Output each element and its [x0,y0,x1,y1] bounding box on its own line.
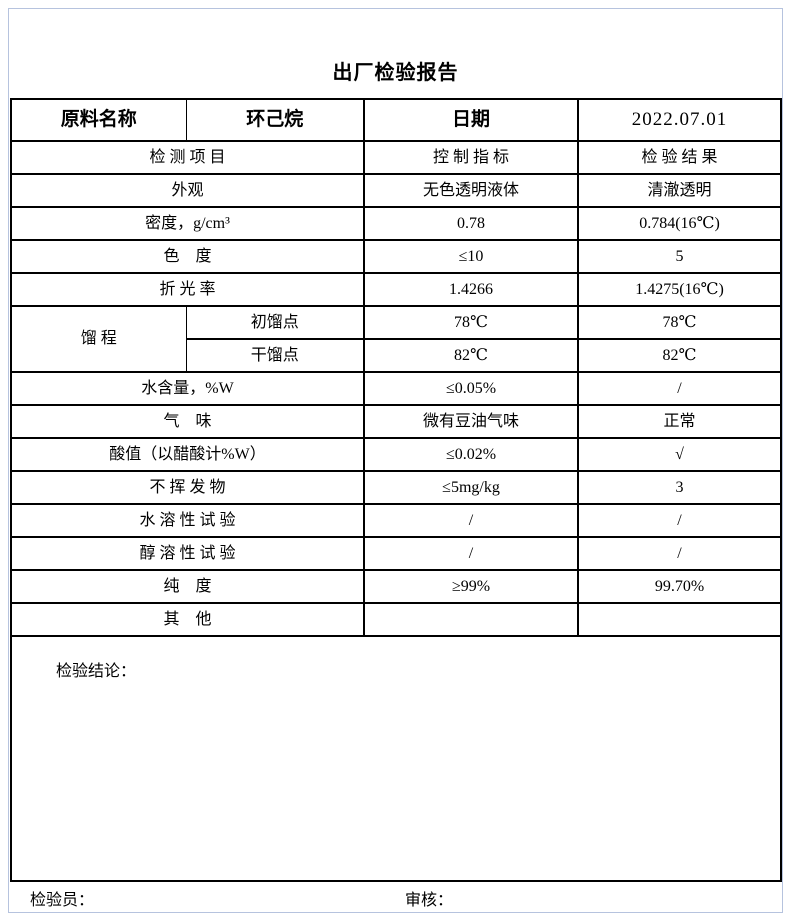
result-cell: 清澈透明 [577,173,782,208]
spec-cell: ≥99% [363,569,579,604]
result-cell: 0.784(16℃) [577,206,782,241]
item-cell: 纯 度 [10,569,365,604]
result-cell: 3 [577,470,782,505]
report-title: 出厂检验报告 [332,62,459,84]
spec-cell: / [363,536,579,571]
result-cell: √ [577,437,782,472]
item-cell: 其 他 [10,602,365,637]
table-row: 不 挥 发 物 ≤5mg/kg 3 [10,470,782,505]
item-cell: 气 味 [10,404,365,439]
table-row: 其 他 [10,602,782,637]
table-row: 色 度 ≤10 5 [10,239,782,274]
table-row: 折 光 率 1.4266 1.4275(16℃) [10,272,782,307]
result-cell: 78℃ [577,305,782,340]
reviewer-label: 审核： [405,892,454,909]
result-cell: / [577,503,782,538]
item-cell: 外观 [10,173,365,208]
conclusion-cell: 检验结论： [10,635,782,882]
date-label: 日期 [363,98,579,142]
item-cell: 干馏点 [185,338,365,373]
item-cell: 水含量，%W [10,371,365,406]
col-header-item: 检 测 项 目 [10,140,365,175]
spec-cell: 无色透明液体 [363,173,579,208]
report-page: 出厂检验报告 原料名称 环己烷 日期 2022.07.01 检 测 项 目 控 … [8,8,783,913]
spec-cell [363,602,579,637]
distillation-group-cell: 馏 程 [10,305,187,373]
spec-cell: 82℃ [363,338,579,373]
item-cell: 折 光 率 [10,272,365,307]
table-row: 醇 溶 性 试 验 / / [10,536,782,571]
result-cell: 82℃ [577,338,782,373]
spec-cell: 78℃ [363,305,579,340]
table-row: 纯 度 ≥99% 99.70% [10,569,782,604]
result-cell [577,602,782,637]
table-row: 水含量，%W ≤0.05% / [10,371,782,406]
inspection-report-table: 原料名称 环己烷 日期 2022.07.01 检 测 项 目 控 制 指 标 检… [10,98,782,882]
item-cell: 初馏点 [185,305,365,340]
table-row: 密度，g/cm³ 0.78 0.784(16℃) [10,206,782,241]
inspector-label: 检验员： [30,892,95,909]
material-name-label: 原料名称 [10,98,187,142]
column-header-row: 检 测 项 目 控 制 指 标 检 验 结 果 [10,140,782,175]
spec-cell: / [363,503,579,538]
table-row-distillation-initial: 馏 程 初馏点 78℃ 78℃ [10,305,782,373]
item-cell: 密度，g/cm³ [10,206,365,241]
conclusion-label: 检验结论： [56,663,137,681]
table-row: 气 味 微有豆油气味 正常 [10,404,782,439]
col-header-result: 检 验 结 果 [577,140,782,175]
spec-cell: ≤10 [363,239,579,274]
signature-footer: 检验员： 审核： [9,882,782,910]
spec-cell: 微有豆油气味 [363,404,579,439]
item-cell: 水 溶 性 试 验 [10,503,365,538]
col-header-spec: 控 制 指 标 [363,140,579,175]
material-name-value: 环己烷 [185,98,365,142]
item-cell: 不 挥 发 物 [10,470,365,505]
item-cell: 色 度 [10,239,365,274]
spec-cell: ≤0.02% [363,437,579,472]
result-cell: 99.70% [577,569,782,604]
table-row-distillation-dry: 干馏点 82℃ 82℃ [11,338,782,373]
result-cell: 5 [577,239,782,274]
spec-cell: ≤5mg/kg [363,470,579,505]
table-row: 酸值（以醋酸计%W） ≤0.02% √ [10,437,782,472]
table-row: 外观 无色透明液体 清澈透明 [10,173,782,208]
table-header-row: 原料名称 环己烷 日期 2022.07.01 [10,98,782,142]
date-value: 2022.07.01 [577,98,782,142]
table-row: 水 溶 性 试 验 / / [10,503,782,538]
result-cell: 正常 [577,404,782,439]
result-cell: / [577,536,782,571]
conclusion-row: 检验结论： [10,635,782,882]
spec-cell: 0.78 [363,206,579,241]
item-cell: 醇 溶 性 试 验 [10,536,365,571]
result-cell: / [577,371,782,406]
spec-cell: 1.4266 [363,272,579,307]
result-cell: 1.4275(16℃) [577,272,782,307]
item-cell: 酸值（以醋酸计%W） [10,437,365,472]
spec-cell: ≤0.05% [363,371,579,406]
